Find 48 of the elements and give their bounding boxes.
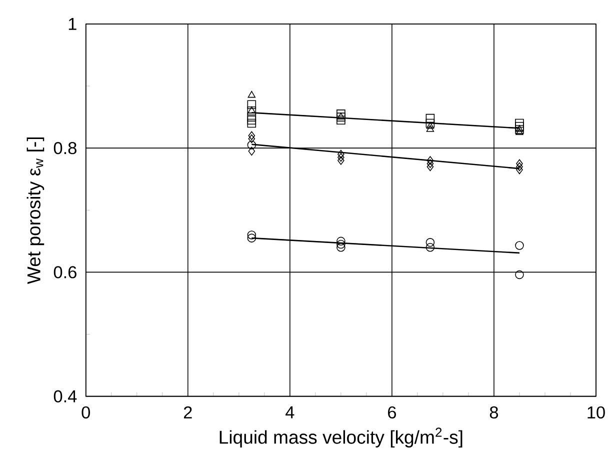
point	[337, 112, 345, 120]
point	[247, 230, 256, 240]
y-axis-title: Wet porosity ε$_{w}$ [-]	[26, 137, 44, 284]
point	[515, 270, 524, 279]
y-tick-label: 0.6	[54, 266, 76, 278]
point	[516, 159, 523, 168]
point	[248, 134, 256, 144]
point	[338, 156, 344, 165]
point	[515, 241, 524, 250]
point	[247, 100, 256, 109]
point	[247, 116, 256, 124]
point	[515, 118, 524, 128]
point	[516, 162, 523, 171]
y-tick-label: 0.8	[54, 142, 76, 154]
point	[426, 238, 435, 247]
y-tick-label: 0.4	[54, 390, 77, 402]
point	[426, 242, 435, 252]
x-tick-label: 6	[388, 406, 396, 418]
x-tick-label: 0	[82, 406, 90, 418]
point	[336, 116, 346, 124]
x-tick-label: 10	[588, 406, 605, 418]
point	[426, 156, 434, 165]
point	[426, 122, 434, 129]
point	[336, 242, 346, 252]
point	[247, 234, 256, 242]
point	[426, 124, 434, 132]
point	[336, 236, 346, 246]
point	[426, 114, 435, 123]
x-tick-label: 2	[184, 406, 192, 418]
point	[336, 112, 346, 122]
point	[426, 159, 434, 168]
x-tick-label: 8	[490, 406, 498, 418]
point	[247, 112, 256, 122]
point	[338, 150, 344, 159]
point	[247, 140, 256, 150]
point	[338, 152, 344, 162]
y-tick-label: 1	[68, 18, 76, 30]
x-axis-title: Liquid mass velocity [kg/m$^{2}$-s]	[220, 428, 462, 448]
point	[248, 131, 256, 140]
point	[426, 118, 435, 128]
point	[426, 162, 434, 171]
point	[248, 90, 256, 98]
x-tick-label: 4	[286, 406, 294, 418]
point	[247, 118, 256, 128]
point	[248, 146, 256, 156]
point	[248, 106, 256, 114]
point	[247, 106, 256, 116]
point	[336, 240, 346, 249]
